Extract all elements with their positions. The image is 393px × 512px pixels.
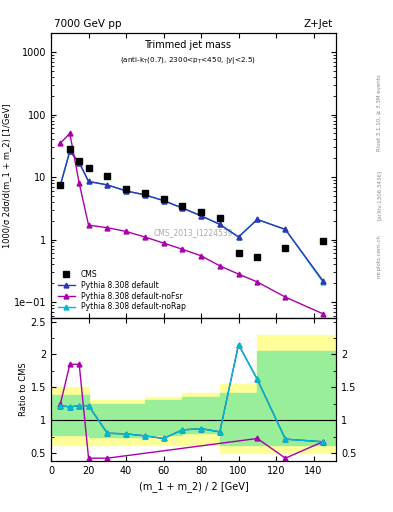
Pythia 8.308 default-noFsr [58, 140, 63, 146]
Pythia 8.308 default-noFsr [105, 225, 110, 231]
CMS [217, 215, 222, 221]
Pythia 8.308 default-noFsr [142, 234, 147, 240]
Pythia 8.308 default [161, 198, 166, 204]
Line: Pythia 8.308 default-noRap: Pythia 8.308 default-noRap [58, 148, 325, 284]
Pythia 8.308 default [255, 217, 260, 223]
Pythia 8.308 default [199, 213, 204, 219]
Pythia 8.308 default [68, 148, 72, 154]
Text: Rivet 3.1.10, ≥ 3.3M events: Rivet 3.1.10, ≥ 3.3M events [377, 74, 382, 151]
Pythia 8.308 default-noFsr [236, 271, 241, 277]
Pythia 8.308 default-noRap [105, 182, 110, 188]
CMS [105, 173, 110, 179]
CMS [283, 245, 288, 251]
Pythia 8.308 default [124, 188, 129, 194]
CMS [86, 165, 91, 171]
Pythia 8.308 default-noFsr [77, 180, 82, 186]
Pythia 8.308 default-noRap [180, 205, 185, 211]
Text: CMS_2013_I1224539: CMS_2013_I1224539 [154, 228, 233, 237]
Text: mcplots.cern.ch: mcplots.cern.ch [377, 234, 382, 278]
Pythia 8.308 default-noFsr [255, 279, 260, 285]
Pythia 8.308 default [86, 178, 91, 184]
CMS [58, 182, 63, 188]
Pythia 8.308 default-noRap [161, 198, 166, 204]
Pythia 8.308 default-noRap [142, 192, 147, 198]
Pythia 8.308 default-noRap [77, 160, 82, 166]
Pythia 8.308 default-noFsr [180, 246, 185, 252]
CMS [199, 208, 204, 215]
Line: Pythia 8.308 default-noFsr: Pythia 8.308 default-noFsr [58, 131, 325, 316]
Pythia 8.308 default-noRap [255, 217, 260, 223]
Legend: CMS, Pythia 8.308 default, Pythia 8.308 default-noFsr, Pythia 8.308 default-noRa: CMS, Pythia 8.308 default, Pythia 8.308 … [55, 267, 189, 314]
Pythia 8.308 default-noFsr [199, 253, 204, 259]
Pythia 8.308 default-noFsr [68, 131, 72, 137]
Pythia 8.308 default-noRap [68, 148, 72, 154]
Pythia 8.308 default-noFsr [321, 311, 325, 317]
CMS [68, 146, 72, 152]
Pythia 8.308 default-noRap [217, 221, 222, 227]
CMS [255, 254, 260, 261]
Line: CMS: CMS [58, 146, 326, 260]
Pythia 8.308 default [180, 205, 185, 211]
Pythia 8.308 default-noRap [283, 226, 288, 232]
Pythia 8.308 default-noRap [321, 279, 325, 285]
CMS [321, 238, 325, 244]
Y-axis label: Ratio to CMS: Ratio to CMS [19, 362, 28, 416]
CMS [161, 196, 166, 202]
Pythia 8.308 default [321, 278, 325, 284]
Y-axis label: 1000/σ 2dσ/d(m_1 + m_2) [1/GeV]: 1000/σ 2dσ/d(m_1 + m_2) [1/GeV] [2, 103, 11, 248]
Pythia 8.308 default-noRap [86, 178, 91, 184]
X-axis label: (m_1 + m_2) / 2 [GeV]: (m_1 + m_2) / 2 [GeV] [139, 481, 248, 492]
CMS [180, 203, 185, 209]
Pythia 8.308 default-noRap [58, 182, 63, 188]
Pythia 8.308 default-noFsr [124, 228, 129, 234]
Pythia 8.308 default-noFsr [283, 294, 288, 300]
Pythia 8.308 default-noRap [236, 234, 241, 240]
Text: Trimmed jet mass: Trimmed jet mass [144, 40, 231, 50]
Text: [arXiv:1306.3436]: [arXiv:1306.3436] [377, 169, 382, 220]
CMS [142, 190, 147, 197]
Pythia 8.308 default [236, 234, 241, 240]
Text: Z+Jet: Z+Jet [304, 19, 333, 29]
Text: (anti-k$_\mathsf{T}$(0.7), 2300<p$_\mathsf{T}$<450, |y|<2.5): (anti-k$_\mathsf{T}$(0.7), 2300<p$_\math… [120, 55, 256, 66]
Pythia 8.308 default [105, 182, 110, 188]
Pythia 8.308 default [283, 226, 288, 232]
Text: 7000 GeV pp: 7000 GeV pp [54, 19, 121, 29]
Pythia 8.308 default [58, 182, 63, 188]
Pythia 8.308 default-noFsr [217, 263, 222, 269]
Pythia 8.308 default-noRap [199, 213, 204, 219]
Pythia 8.308 default [142, 192, 147, 198]
CMS [77, 158, 82, 164]
Pythia 8.308 default-noRap [124, 188, 129, 194]
Line: Pythia 8.308 default: Pythia 8.308 default [58, 148, 325, 283]
Pythia 8.308 default-noFsr [86, 222, 91, 228]
Pythia 8.308 default [217, 221, 222, 227]
CMS [236, 249, 241, 255]
Pythia 8.308 default [77, 160, 82, 166]
Pythia 8.308 default-noFsr [161, 240, 166, 246]
CMS [124, 186, 129, 192]
